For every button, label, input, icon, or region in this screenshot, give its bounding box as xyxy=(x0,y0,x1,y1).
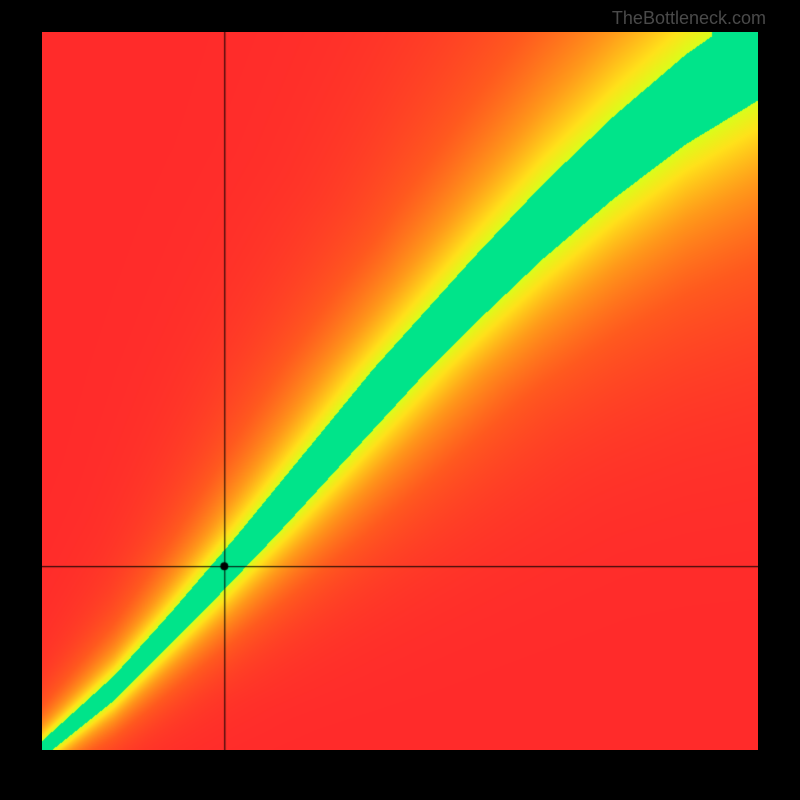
heatmap-plot xyxy=(42,32,758,750)
heatmap-canvas xyxy=(42,32,758,750)
watermark-text: TheBottleneck.com xyxy=(612,8,766,29)
